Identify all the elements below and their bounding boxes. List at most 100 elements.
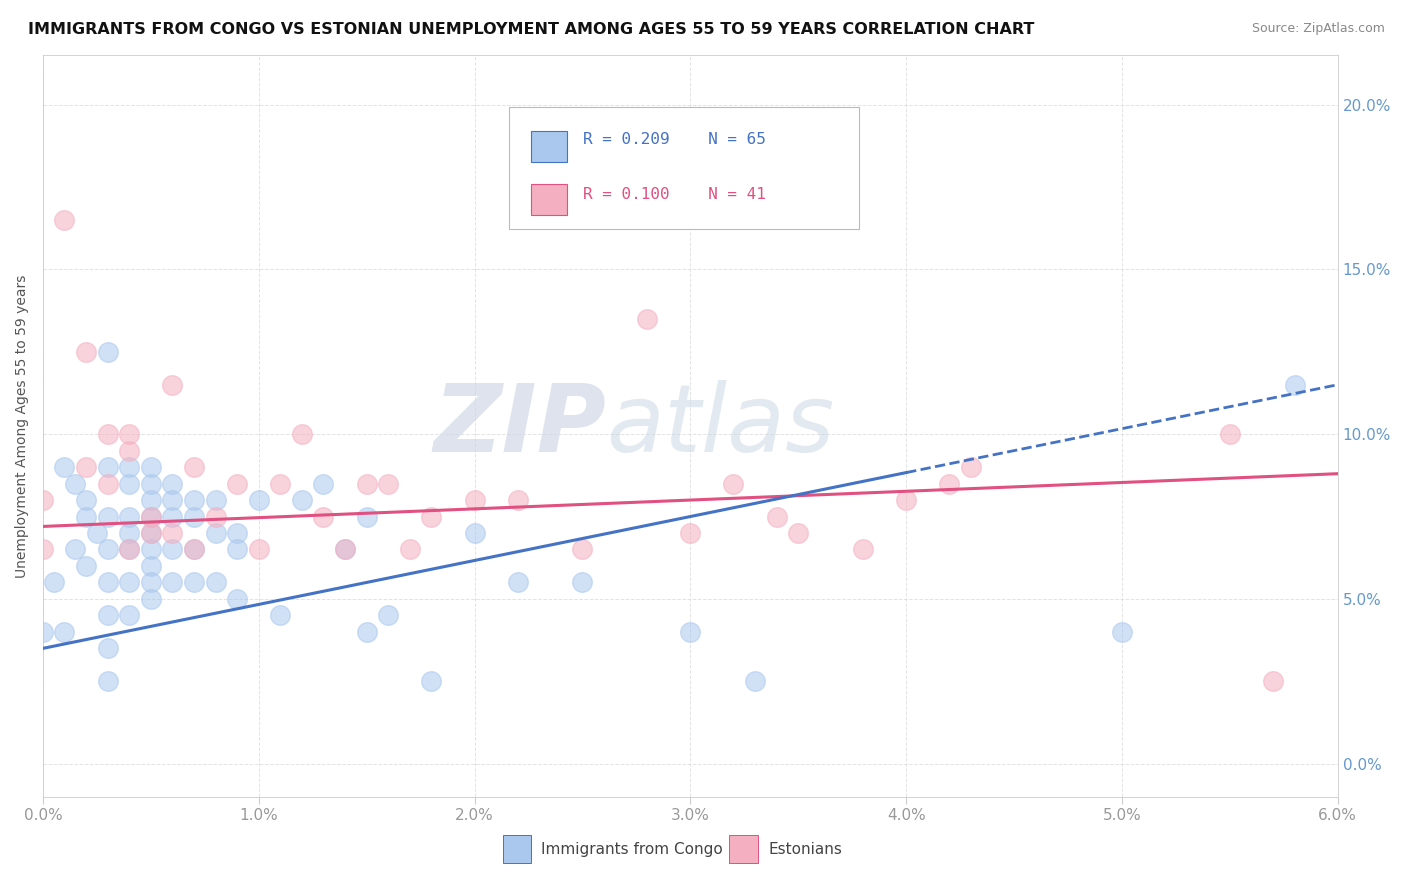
Point bbox=[312, 509, 335, 524]
Point bbox=[162, 542, 184, 557]
Point bbox=[97, 476, 120, 491]
Point bbox=[97, 608, 120, 623]
Point bbox=[463, 526, 485, 541]
Point bbox=[291, 493, 314, 508]
Point bbox=[420, 674, 443, 689]
Point bbox=[53, 460, 76, 475]
Bar bbox=[502, 835, 531, 863]
Point bbox=[420, 509, 443, 524]
Text: R = 0.209    N = 65: R = 0.209 N = 65 bbox=[583, 132, 766, 147]
Point bbox=[97, 427, 120, 442]
Point bbox=[139, 591, 162, 606]
Point bbox=[86, 526, 108, 541]
Point bbox=[75, 509, 97, 524]
Point bbox=[97, 674, 120, 689]
Point bbox=[139, 559, 162, 574]
Point bbox=[97, 542, 120, 557]
Point bbox=[1284, 377, 1306, 392]
Point bbox=[97, 509, 120, 524]
Point bbox=[118, 526, 141, 541]
Point bbox=[183, 575, 205, 590]
Point bbox=[333, 542, 356, 557]
Point bbox=[162, 476, 184, 491]
Point bbox=[463, 493, 485, 508]
Point bbox=[291, 427, 314, 442]
Point bbox=[247, 493, 270, 508]
Point bbox=[75, 460, 97, 475]
Bar bbox=[531, 185, 567, 215]
Point bbox=[226, 526, 249, 541]
Point bbox=[226, 591, 249, 606]
Bar bbox=[730, 835, 758, 863]
Point bbox=[506, 575, 529, 590]
Point bbox=[723, 476, 745, 491]
Point bbox=[398, 542, 420, 557]
Point bbox=[765, 509, 787, 524]
Point bbox=[162, 493, 184, 508]
Point bbox=[118, 608, 141, 623]
Point bbox=[53, 213, 76, 227]
Point bbox=[204, 575, 226, 590]
Point bbox=[744, 674, 766, 689]
Point bbox=[183, 542, 205, 557]
Point bbox=[183, 542, 205, 557]
Text: Source: ZipAtlas.com: Source: ZipAtlas.com bbox=[1251, 22, 1385, 36]
Point bbox=[32, 624, 55, 639]
Point bbox=[75, 344, 97, 359]
Point bbox=[162, 575, 184, 590]
Point bbox=[75, 559, 97, 574]
Point bbox=[118, 443, 141, 458]
Point bbox=[139, 526, 162, 541]
Point bbox=[118, 542, 141, 557]
Text: IMMIGRANTS FROM CONGO VS ESTONIAN UNEMPLOYMENT AMONG AGES 55 TO 59 YEARS CORRELA: IMMIGRANTS FROM CONGO VS ESTONIAN UNEMPL… bbox=[28, 22, 1035, 37]
Point bbox=[65, 542, 87, 557]
Point bbox=[960, 460, 983, 475]
Y-axis label: Unemployment Among Ages 55 to 59 years: Unemployment Among Ages 55 to 59 years bbox=[15, 274, 30, 578]
Text: ZIP: ZIP bbox=[433, 380, 606, 472]
Point bbox=[226, 542, 249, 557]
Point bbox=[118, 427, 141, 442]
Point bbox=[139, 493, 162, 508]
Point bbox=[139, 509, 162, 524]
Point bbox=[75, 493, 97, 508]
Point bbox=[571, 542, 593, 557]
Point bbox=[938, 476, 960, 491]
Text: Estonians: Estonians bbox=[768, 842, 842, 857]
Point bbox=[679, 624, 702, 639]
Point bbox=[183, 509, 205, 524]
Point bbox=[636, 311, 658, 326]
Point bbox=[65, 476, 87, 491]
Point bbox=[118, 542, 141, 557]
Point bbox=[204, 526, 226, 541]
Point bbox=[679, 526, 702, 541]
Point bbox=[356, 509, 378, 524]
FancyBboxPatch shape bbox=[509, 107, 859, 229]
Text: R = 0.100    N = 41: R = 0.100 N = 41 bbox=[583, 187, 766, 202]
Point bbox=[226, 476, 249, 491]
Point bbox=[183, 460, 205, 475]
Text: Immigrants from Congo: Immigrants from Congo bbox=[541, 842, 723, 857]
Point bbox=[139, 460, 162, 475]
Point bbox=[118, 509, 141, 524]
Point bbox=[269, 476, 291, 491]
Point bbox=[183, 493, 205, 508]
Point bbox=[356, 476, 378, 491]
Point bbox=[247, 542, 270, 557]
Point bbox=[53, 624, 76, 639]
Point bbox=[32, 542, 55, 557]
Point bbox=[312, 476, 335, 491]
Text: atlas: atlas bbox=[606, 380, 834, 471]
Point bbox=[894, 493, 917, 508]
Point bbox=[118, 460, 141, 475]
Point bbox=[852, 542, 875, 557]
Point bbox=[97, 344, 120, 359]
Point bbox=[32, 493, 55, 508]
Point bbox=[204, 509, 226, 524]
Point bbox=[139, 509, 162, 524]
Point bbox=[162, 526, 184, 541]
Point bbox=[139, 526, 162, 541]
Point bbox=[139, 542, 162, 557]
Point bbox=[1219, 427, 1241, 442]
Point bbox=[118, 575, 141, 590]
Point bbox=[118, 476, 141, 491]
